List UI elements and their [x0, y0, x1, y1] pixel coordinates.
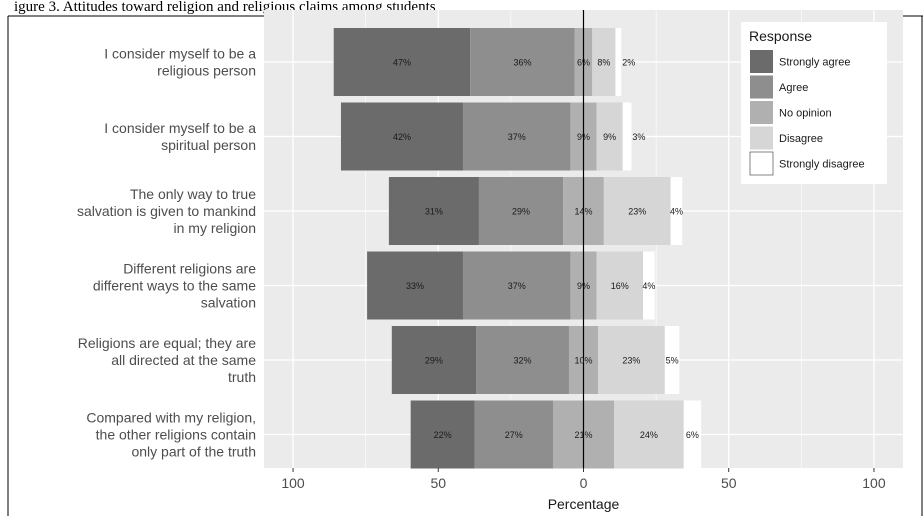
legend-title: Response [749, 28, 812, 44]
legend-swatch [750, 126, 773, 150]
bar-strongly-agree [333, 28, 471, 96]
bar-agree [462, 102, 571, 171]
data-label: 42% [393, 132, 411, 142]
bar-strongly-agree [410, 400, 475, 469]
bar-disagree [603, 177, 671, 245]
category-label: Compared with my religion, the other reli… [86, 410, 256, 460]
bar-disagree [596, 102, 623, 171]
bar-strongly-agree [367, 251, 463, 320]
bar-strongly-disagree [615, 28, 622, 96]
data-label: 37% [508, 281, 526, 291]
data-label: 32% [513, 356, 531, 366]
category-label: The only way to true salvation is given t… [77, 186, 256, 236]
legend-swatch [750, 50, 773, 73]
data-label: 23% [622, 356, 640, 366]
data-label: 33% [406, 281, 424, 291]
data-label: 14% [574, 207, 592, 217]
legend-entry: No opinion [779, 108, 832, 120]
bar-strongly-disagree [643, 251, 655, 320]
data-label: 22% [434, 430, 452, 440]
data-label: 24% [640, 430, 658, 440]
legend-entry: Agree [779, 82, 808, 94]
data-label: 3% [632, 132, 645, 142]
bar-strongly-disagree [664, 326, 680, 394]
data-label: 9% [603, 132, 616, 142]
bar-agree [462, 251, 571, 320]
data-label: 6% [577, 58, 590, 68]
bar-strongly-disagree [622, 102, 632, 171]
data-label: 31% [425, 207, 443, 217]
category-label: I consider myself to be a spiritual perso… [104, 120, 256, 153]
bar-agree [470, 28, 575, 96]
data-label: 29% [425, 356, 443, 366]
bar-strongly-disagree [683, 400, 702, 469]
x-axis-title: Percentage [548, 496, 620, 512]
data-label: 9% [577, 132, 590, 142]
bar-disagree [613, 400, 684, 469]
x-tick-label: 50 [721, 475, 737, 491]
category-label: I consider myself to be a religious perso… [104, 46, 256, 79]
bar-strongly-agree [340, 102, 463, 171]
legend-swatch [749, 151, 774, 176]
x-tick-label: 0 [580, 475, 588, 491]
bar-agree [478, 177, 564, 245]
category-label: Religions are equal; they are all directe… [78, 335, 256, 385]
bar-strongly-disagree [670, 177, 683, 245]
data-label: 27% [505, 430, 523, 440]
data-label: 29% [512, 207, 530, 217]
legend-entry: Strongly agree [779, 57, 851, 69]
bar-agree [476, 326, 569, 394]
data-label: 9% [577, 281, 590, 291]
data-label: 5% [666, 356, 679, 366]
data-label: 4% [670, 207, 683, 217]
legend-swatch [750, 101, 773, 124]
data-label: 21% [574, 430, 592, 440]
data-label: 23% [628, 207, 646, 217]
x-tick-label: 100 [281, 475, 305, 491]
data-label: 36% [513, 58, 531, 68]
legend-swatch [750, 75, 773, 99]
bar-disagree [592, 28, 616, 96]
data-label: 6% [686, 430, 699, 440]
x-tick-label: 100 [862, 475, 886, 491]
data-label: 4% [642, 281, 655, 291]
bar-strongly-agree [388, 177, 479, 245]
data-label: 16% [611, 281, 629, 291]
bar-agree [474, 400, 554, 469]
bar-strongly-agree [391, 326, 477, 394]
data-label: 8% [597, 58, 610, 68]
bar-disagree [596, 251, 644, 320]
data-label: 2% [622, 58, 635, 68]
data-label: 10% [574, 356, 592, 366]
x-tick-label: 50 [430, 475, 446, 491]
bar-disagree [598, 326, 665, 394]
data-label: 37% [508, 132, 526, 142]
legend-entry: Disagree [779, 133, 823, 145]
legend-entry: Strongly disagree [779, 159, 865, 171]
category-label: Different religions are different ways to… [93, 261, 256, 311]
data-label: 47% [393, 58, 411, 68]
